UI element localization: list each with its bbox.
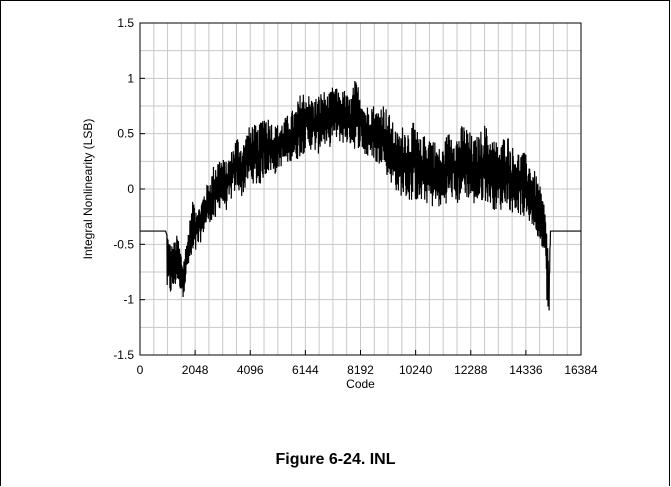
x-tick-label: 12288: [454, 363, 488, 377]
x-tick-label: 0: [137, 363, 144, 377]
figure-caption: Figure 6-24. INL: [275, 451, 396, 468]
y-axis-label: Integral Nonlinearity (LSB): [81, 119, 95, 260]
x-tick-label: 10240: [399, 363, 433, 377]
inl-series-line: [140, 81, 581, 311]
inl-chart: -1.5 -1 -0.5 0 0.5 1 1.5 0 2048 4096 6144 8192 1024…: [81, 16, 598, 391]
y-tick-label: -1.5: [113, 348, 134, 362]
x-axis-label: Code: [346, 377, 375, 391]
y-tick-label: -0.5: [113, 237, 134, 251]
x-axis-ticks: 0 2048 4096 6144 8192 10240 12288 14336 16384: [137, 350, 598, 377]
y-tick-label: -1: [123, 293, 134, 307]
x-tick-label: 2048: [182, 363, 209, 377]
x-tick-label: 8192: [347, 363, 374, 377]
y-tick-label: 0.5: [117, 127, 134, 141]
series-layer: [140, 81, 581, 311]
y-tick-label: 0: [127, 182, 134, 196]
y-tick-label: 1: [127, 71, 134, 85]
y-axis-ticks: -1.5 -1 -0.5 0 0.5 1 1.5: [113, 16, 145, 362]
x-tick-label: 4096: [237, 363, 264, 377]
x-tick-label: 16384: [564, 363, 598, 377]
x-tick-label: 6144: [292, 363, 319, 377]
x-tick-label: 14336: [509, 363, 543, 377]
y-tick-label: 1.5: [117, 16, 134, 30]
